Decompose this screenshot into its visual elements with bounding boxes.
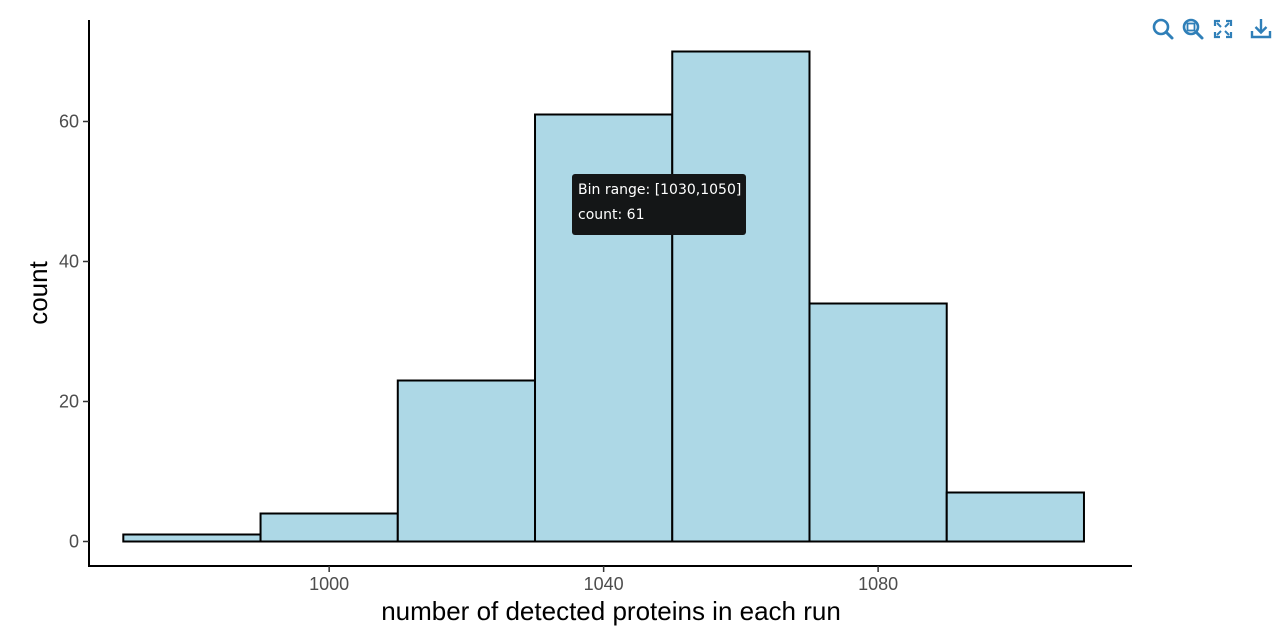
zoom-icon bbox=[1152, 18, 1174, 40]
bars-layer bbox=[122, 50, 1085, 543]
tooltip-bin-range: Bin range: [1030,1050] bbox=[578, 182, 742, 198]
chart-toolbar bbox=[1150, 16, 1275, 42]
x-axis-title: number of detected proteins in each run bbox=[381, 596, 841, 626]
x-tick-label: 1000 bbox=[309, 574, 349, 594]
y-tick-label: 20 bbox=[59, 392, 79, 412]
x-tick-label: 1080 bbox=[858, 574, 898, 594]
download-button[interactable] bbox=[1248, 16, 1274, 42]
x-tick-label: 1040 bbox=[584, 574, 624, 594]
histogram-bar-7[interactable] bbox=[945, 491, 1085, 543]
zoom-reset-button[interactable] bbox=[1180, 16, 1206, 42]
y-ticks-layer: 0 20 40 60 bbox=[59, 112, 89, 552]
histogram-bar-1[interactable] bbox=[122, 533, 262, 543]
histogram-bar-2[interactable] bbox=[259, 512, 399, 543]
zoom-button[interactable] bbox=[1150, 16, 1176, 42]
zoom-reset-icon bbox=[1182, 18, 1204, 40]
download-icon bbox=[1250, 19, 1272, 39]
y-tick-label: 0 bbox=[69, 532, 79, 552]
x-ticks-layer: 1000 1040 1080 bbox=[309, 566, 898, 594]
histogram-bar-3[interactable] bbox=[396, 379, 537, 543]
y-tick-label: 40 bbox=[59, 252, 79, 272]
fullscreen-button[interactable] bbox=[1210, 16, 1236, 42]
y-axis-title: count bbox=[23, 260, 53, 324]
histogram-bar-6[interactable] bbox=[808, 302, 948, 543]
tooltip-count: count: 61 bbox=[578, 207, 645, 223]
y-tick-label: 60 bbox=[59, 112, 79, 132]
hover-tooltip: Bin range: [1030,1050] count: 61 bbox=[572, 174, 746, 235]
histogram-bar-5[interactable] bbox=[671, 50, 811, 543]
fullscreen-icon bbox=[1213, 19, 1233, 39]
